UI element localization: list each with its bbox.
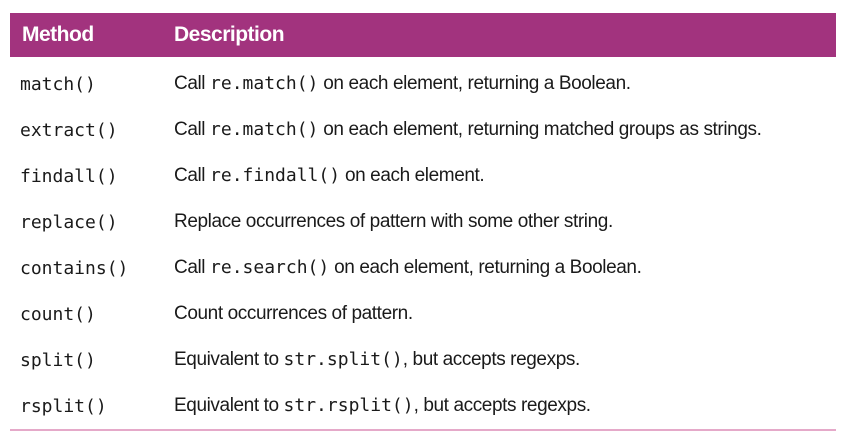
description-text: Call — [174, 119, 211, 140]
inline-code: re.match() — [210, 119, 319, 140]
description-text: Replace occurrences of pattern with some… — [174, 211, 613, 232]
method-cell: split() — [20, 349, 96, 371]
description-text: Call — [174, 73, 211, 94]
description-text: Call — [174, 165, 211, 186]
description-cell: Count occurrences of pattern. — [164, 291, 836, 337]
description-cell: Call re.search() on each element, return… — [164, 245, 836, 291]
table-row: rsplit() Equivalent to str.rsplit(), but … — [10, 383, 836, 431]
description-text: Equivalent to — [174, 395, 284, 416]
description-text: Count occurrences of pattern. — [174, 303, 413, 324]
description-cell: Equivalent to str.split(), but accepts r… — [164, 337, 836, 383]
string-methods-table-container: Method Description match() Call re.match(… — [10, 13, 836, 431]
method-cell: findall() — [20, 165, 118, 187]
method-cell: rsplit() — [10, 383, 164, 431]
description-cell: Call re.match() on each element, returni… — [164, 107, 836, 153]
inline-code: re.findall() — [210, 165, 341, 186]
description-text: on each element, returning a Boolean. — [329, 257, 642, 278]
method-cell: match() — [20, 73, 96, 95]
inline-code: str.split() — [283, 349, 403, 370]
method-cell: count() — [20, 303, 96, 325]
table-row: split() Equivalent to str.split(), but ac… — [10, 337, 836, 383]
description-column-header: Description — [174, 23, 285, 46]
method-column-header: Method — [22, 23, 94, 46]
table-row: contains() Call re.search() on each eleme… — [10, 245, 836, 291]
description-cell: Replace occurrences of pattern with some… — [164, 199, 836, 245]
description-text: on each element, returning matched group… — [318, 119, 762, 140]
inline-code: re.match() — [210, 73, 319, 94]
table-row: count() Count occurrences of pattern. — [10, 291, 836, 337]
table-header-row: Method Description — [10, 13, 836, 57]
string-methods-table: Method Description match() Call re.match(… — [10, 13, 836, 431]
method-cell: replace() — [20, 211, 118, 233]
description-cell: Call re.match() on each element, returni… — [164, 57, 836, 107]
inline-code: str.rsplit() — [283, 395, 414, 416]
description-cell: Equivalent to str.rsplit(), but accepts … — [164, 383, 836, 431]
description-text: , but accepts regexps. — [402, 349, 580, 370]
table-body: match() Call re.match() on each element, … — [10, 57, 836, 431]
description-text: on each element. — [340, 165, 485, 186]
method-cell: extract() — [20, 119, 118, 141]
description-text: Call — [174, 257, 211, 278]
table-row: match() Call re.match() on each element, … — [10, 57, 836, 107]
table-row: extract() Call re.match() on each element… — [10, 107, 836, 153]
description-text: , but accepts regexps. — [413, 395, 591, 416]
table-row: findall() Call re.findall() on each eleme… — [10, 153, 836, 199]
description-text: Equivalent to — [174, 349, 284, 370]
method-cell: contains() — [20, 257, 129, 279]
description-text: on each element, returning a Boolean. — [318, 73, 631, 94]
description-cell: Call re.findall() on each element. — [164, 153, 836, 199]
inline-code: re.search() — [210, 257, 330, 278]
table-row: replace() Replace occurrences of pattern … — [10, 199, 836, 245]
